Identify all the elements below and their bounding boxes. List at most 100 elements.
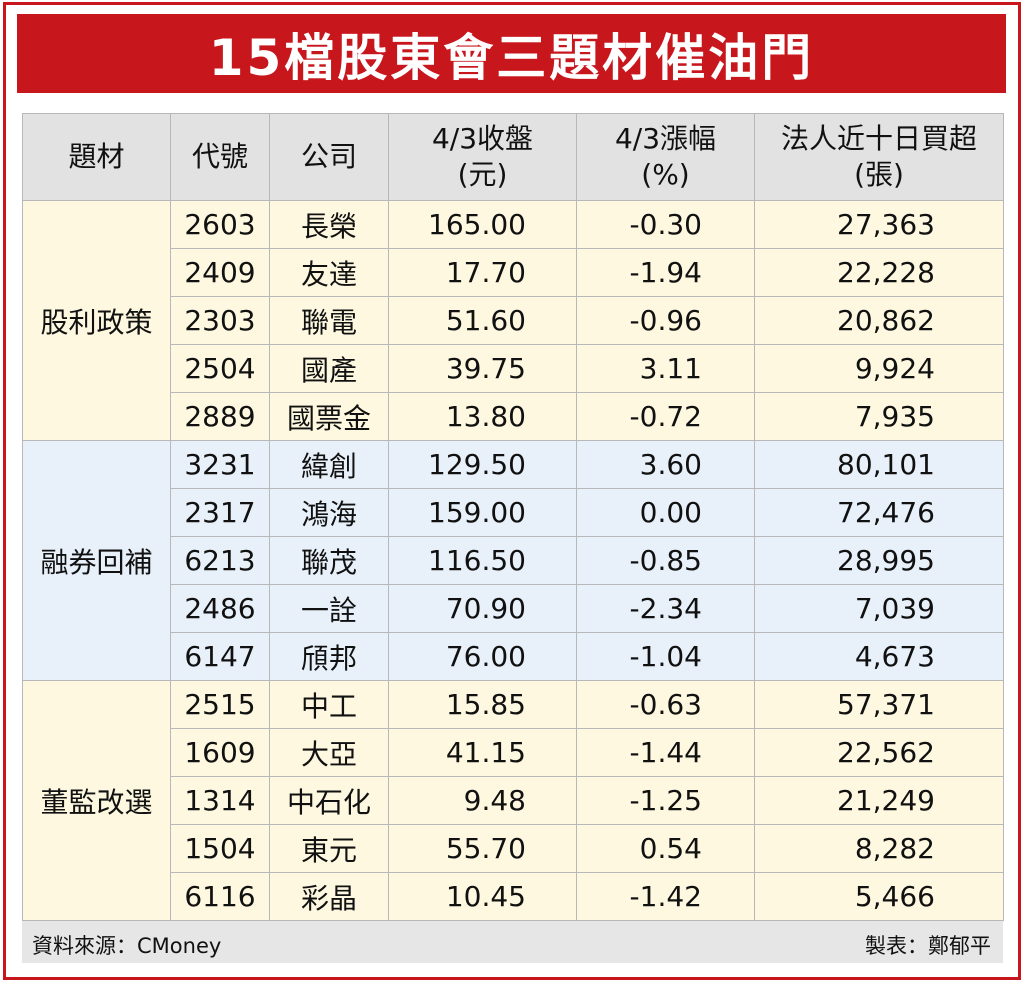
- code-cell: 2889: [170, 392, 270, 441]
- company-cell: 頎邦: [269, 632, 389, 681]
- theme-cell: 股利政策: [22, 200, 171, 441]
- net-buy-cell: 5,466: [754, 872, 1004, 921]
- maker-note: 製表：鄭郁平: [865, 934, 991, 958]
- net-buy-cell: 28,995: [754, 536, 1004, 585]
- company-cell: 鴻海: [269, 488, 389, 537]
- close-price-cell: 51.60: [388, 296, 577, 345]
- company-cell: 一詮: [269, 584, 389, 633]
- close-price-cell: 10.45: [388, 872, 577, 921]
- table-row: 1609 大亞 41.15 -1.44 22,562: [23, 728, 1004, 777]
- outer-frame: [3, 2, 1021, 980]
- header-buy: 法人近十日買超 (張): [754, 113, 1004, 201]
- close-price-cell: 70.90: [388, 584, 577, 633]
- theme-cell: 融券回補: [22, 440, 171, 681]
- close-price-cell: 159.00: [388, 488, 577, 537]
- header-theme: 題材: [22, 113, 171, 201]
- net-buy-cell: 72,476: [754, 488, 1004, 537]
- company-cell: 聯電: [269, 296, 389, 345]
- header-company: 公司: [269, 113, 389, 201]
- code-cell: 6213: [170, 536, 270, 585]
- close-price-cell: 129.50: [388, 440, 577, 489]
- net-buy-cell: 9,924: [754, 344, 1004, 393]
- net-buy-cell: 4,673: [754, 632, 1004, 681]
- code-cell: 6116: [170, 872, 270, 921]
- company-cell: 大亞: [269, 728, 389, 777]
- change-percent-cell: 0.54: [576, 824, 755, 873]
- table-row: 股利政策 2603 長榮 165.00 -0.30 27,363: [22, 200, 1004, 441]
- company-cell: 緯創: [269, 440, 389, 489]
- stock-table-container: 題材 代號 公司 4/3收盤 (元) 4/3漲幅 (%) 法人近十日買超 (張)…: [22, 113, 1004, 921]
- table-body: 股利政策 2603 長榮 165.00 -0.30 27,363 2409 友達 17.70 -1…: [22, 200, 1004, 921]
- net-buy-cell: 80,101: [754, 440, 1004, 489]
- company-cell: 彩晶: [269, 872, 389, 921]
- change-percent-cell: 0.00: [576, 488, 755, 537]
- change-percent-cell: -1.25: [576, 776, 755, 825]
- code-cell: 2515: [170, 680, 270, 729]
- change-percent-cell: -0.85: [576, 536, 755, 585]
- code-cell: 2409: [170, 248, 270, 297]
- header-close: 4/3收盤 (元): [388, 113, 577, 201]
- change-percent-cell: -0.72: [576, 392, 755, 441]
- code-cell: 6147: [170, 632, 270, 681]
- change-percent-cell: 3.11: [576, 344, 755, 393]
- code-cell: 1609: [170, 728, 270, 777]
- header-change: 4/3漲幅 (%): [576, 113, 755, 201]
- net-buy-cell: 22,562: [754, 728, 1004, 777]
- net-buy-cell: 7,935: [754, 392, 1004, 441]
- change-percent-cell: -1.42: [576, 872, 755, 921]
- page-title: 15檔股東會三題材催油門: [17, 14, 1006, 93]
- table-row: 董監改選 2515 中工 15.85 -0.63 57,371: [22, 680, 1004, 921]
- company-cell: 東元: [269, 824, 389, 873]
- table-row: 2409 友達 17.70 -1.94 22,228: [23, 248, 1004, 297]
- source-note: 資料來源：CMoney: [32, 934, 222, 958]
- table-header-row: 題材 代號 公司 4/3收盤 (元) 4/3漲幅 (%) 法人近十日買超 (張): [22, 113, 1004, 201]
- table-row: 融券回補 3231 緯創 129.50 3.60 80,101: [22, 440, 1004, 681]
- net-buy-cell: 8,282: [754, 824, 1004, 873]
- close-price-cell: 55.70: [388, 824, 577, 873]
- close-price-cell: 76.00: [388, 632, 577, 681]
- company-cell: 友達: [269, 248, 389, 297]
- change-percent-cell: -1.94: [576, 248, 755, 297]
- table-row: 1504 東元 55.70 0.54 8,282: [23, 824, 1004, 873]
- change-percent-cell: -1.04: [576, 632, 755, 681]
- change-percent-cell: -0.96: [576, 296, 755, 345]
- code-cell: 1314: [170, 776, 270, 825]
- change-percent-cell: -1.44: [576, 728, 755, 777]
- header-code: 代號: [170, 113, 270, 201]
- net-buy-cell: 57,371: [754, 680, 1004, 729]
- change-percent-cell: -0.30: [576, 200, 755, 249]
- net-buy-cell: 20,862: [754, 296, 1004, 345]
- net-buy-cell: 27,363: [754, 200, 1004, 249]
- company-cell: 聯茂: [269, 536, 389, 585]
- close-price-cell: 9.48: [388, 776, 577, 825]
- code-cell: 3231: [170, 440, 270, 489]
- theme-cell: 董監改選: [22, 680, 171, 921]
- change-percent-cell: 3.60: [576, 440, 755, 489]
- close-price-cell: 15.85: [388, 680, 577, 729]
- change-percent-cell: -2.34: [576, 584, 755, 633]
- table-row: 1314 中石化 9.48 -1.25 21,249: [23, 776, 1004, 825]
- company-cell: 長榮: [269, 200, 389, 249]
- company-cell: 中工: [269, 680, 389, 729]
- company-cell: 國產: [269, 344, 389, 393]
- close-price-cell: 13.80: [388, 392, 577, 441]
- stock-table: 題材 代號 公司 4/3收盤 (元) 4/3漲幅 (%) 法人近十日買超 (張)…: [22, 113, 1004, 921]
- code-cell: 2486: [170, 584, 270, 633]
- table-row: 6213 聯茂 116.50 -0.85 28,995: [23, 536, 1004, 585]
- close-price-cell: 41.15: [388, 728, 577, 777]
- code-cell: 2603: [170, 200, 270, 249]
- close-price-cell: 116.50: [388, 536, 577, 585]
- close-price-cell: 17.70: [388, 248, 577, 297]
- net-buy-cell: 22,228: [754, 248, 1004, 297]
- table-row: 2486 一詮 70.90 -2.34 7,039: [23, 584, 1004, 633]
- code-cell: 2303: [170, 296, 270, 345]
- table-row: 2303 聯電 51.60 -0.96 20,862: [23, 296, 1004, 345]
- code-cell: 1504: [170, 824, 270, 873]
- table-row: 2504 國產 39.75 3.11 9,924: [23, 344, 1004, 393]
- footer: 資料來源：CMoney 製表：鄭郁平: [22, 921, 1003, 963]
- close-price-cell: 39.75: [388, 344, 577, 393]
- table-row: 2889 國票金 13.80 -0.72 7,935: [23, 392, 1004, 441]
- change-percent-cell: -0.63: [576, 680, 755, 729]
- company-cell: 中石化: [269, 776, 389, 825]
- code-cell: 2317: [170, 488, 270, 537]
